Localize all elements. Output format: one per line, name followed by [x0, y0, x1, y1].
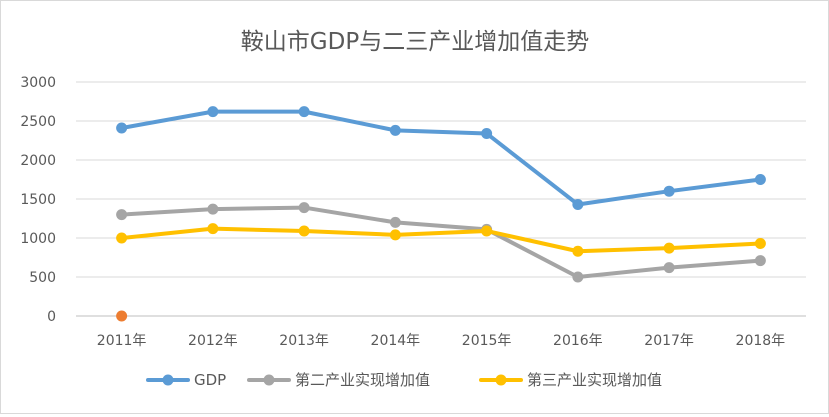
- data-point: [207, 106, 219, 118]
- data-point: [754, 255, 766, 267]
- x-tick-label: 2015年: [462, 333, 512, 349]
- series-1: [116, 106, 766, 210]
- y-tick-label: 1000: [20, 231, 56, 247]
- legend-swatch-marker: [162, 374, 174, 386]
- data-point: [572, 245, 584, 257]
- data-point: [663, 242, 675, 254]
- series-line: [119, 205, 763, 279]
- legend-swatch-marker: [263, 374, 275, 386]
- data-point: [298, 202, 310, 214]
- y-tick-label: 500: [29, 270, 56, 286]
- x-tick-label: 2012年: [188, 333, 238, 349]
- data-point: [481, 225, 493, 237]
- x-tick-label: 2014年: [371, 333, 421, 349]
- y-tick-label: 1500: [20, 192, 56, 208]
- legend-label: 第三产业实现增加值: [527, 371, 662, 389]
- data-point: [389, 216, 401, 228]
- y-axis-ticks: 0 500 1000 1500 2000 2500 3000: [20, 75, 56, 325]
- legend-item: 第三产业实现增加值: [479, 371, 662, 389]
- x-tick-label: 2017年: [644, 333, 694, 349]
- y-tick-label: 2500: [20, 114, 56, 130]
- y-tick-label: 3000: [20, 75, 56, 91]
- legend: GDP 第二产业实现增加值 第三产业实现增加值: [146, 371, 662, 389]
- series-3: [116, 223, 766, 257]
- data-point: [389, 124, 401, 136]
- data-point: [116, 209, 128, 221]
- data-point: [663, 185, 675, 197]
- data-point: [663, 262, 675, 274]
- data-point: [298, 225, 310, 237]
- data-point: [207, 223, 219, 235]
- legend-label: GDP: [194, 371, 226, 389]
- data-point: [389, 229, 401, 241]
- data-point: [572, 271, 584, 283]
- series-group: [116, 106, 766, 322]
- data-point: [481, 127, 493, 139]
- data-point: [754, 237, 766, 249]
- data-point: [298, 106, 310, 118]
- x-tick-label: 2018年: [736, 333, 786, 349]
- legend-label: 第二产业实现增加值: [295, 371, 430, 389]
- extra-data-point: [116, 310, 128, 322]
- x-axis-ticks: 2011年 2012年 2013年 2014年 2015年 2016年 2017年 2018年: [97, 333, 785, 349]
- x-tick-label: 2013年: [279, 333, 329, 349]
- gridlines: [76, 81, 806, 317]
- data-point: [116, 232, 128, 244]
- legend-swatch-marker: [495, 374, 507, 386]
- data-point: [754, 174, 766, 185]
- data-point: [116, 122, 128, 134]
- series-line: [119, 109, 763, 207]
- legend-item: GDP: [146, 371, 226, 389]
- series-line: [119, 226, 763, 254]
- data-point: [572, 198, 584, 210]
- series-2: [116, 202, 766, 283]
- data-point: [207, 203, 219, 215]
- x-tick-label: 2011年: [97, 333, 147, 349]
- y-tick-label: 0: [47, 309, 56, 325]
- y-tick-label: 2000: [20, 153, 56, 169]
- legend-item: 第二产业实现增加值: [247, 371, 430, 389]
- chart-title: 鞍山市GDP与二三产业增加值走势: [241, 29, 589, 55]
- x-tick-label: 2016年: [553, 333, 603, 349]
